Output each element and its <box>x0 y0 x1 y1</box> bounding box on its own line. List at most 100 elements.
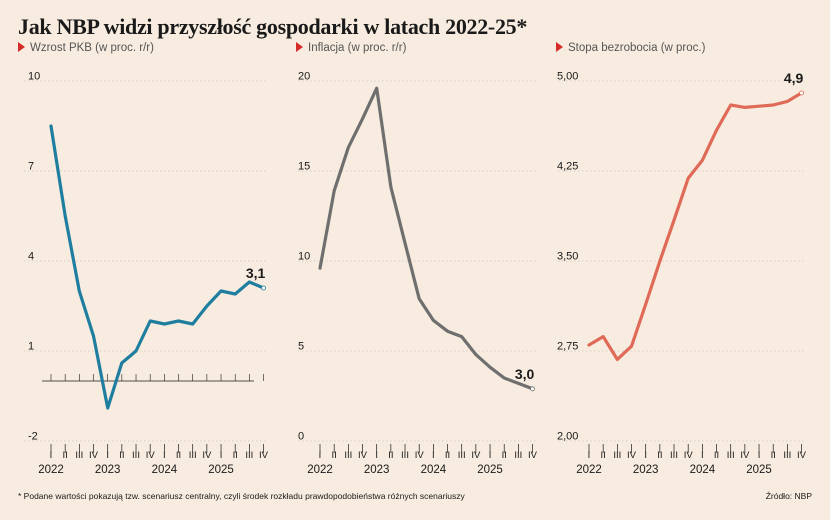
chart-1-quarter-label: I <box>220 450 223 461</box>
chart-2-quarter-label: I <box>375 450 378 461</box>
chart-1-data-point <box>120 361 124 365</box>
chart-1-data-point <box>234 292 237 296</box>
chart-3-data-point <box>630 345 633 348</box>
chart-1-quarter-label: IV <box>146 450 156 461</box>
chart-1-y-tick-label: 7 <box>28 161 34 173</box>
chart-2-data-point <box>474 353 478 356</box>
triangle-marker-icon <box>556 42 563 52</box>
chart-2-quarter-label: II <box>388 450 393 461</box>
chart-1-quarter-label: IV <box>259 450 269 461</box>
chart-2-title: Inflacja (w proc. r/r) <box>308 42 407 54</box>
chart-3-quarter-label: IV <box>627 450 637 461</box>
chart-1-y-tick-label: -2 <box>28 431 38 443</box>
chart-1-quarter-label: I <box>163 450 166 461</box>
chart-3-quarter-label: III <box>783 450 791 461</box>
chart-2-y-tick-label: 0 <box>298 431 304 443</box>
chart-3-data-point <box>601 335 605 338</box>
chart-3-data-point <box>757 105 761 108</box>
chart-3-quarter-label: I <box>588 450 591 461</box>
chart-1-title: Wzrost PKB (w proc. r/r) <box>30 42 154 54</box>
chart-2-quarter-label: IV <box>358 450 368 461</box>
chart-1-quarter-label: III <box>245 450 253 461</box>
chart-2-quarter-label: II <box>502 450 507 461</box>
triangle-marker-icon <box>18 42 25 52</box>
chart-1-series-line <box>49 124 266 410</box>
chart-3-data-point <box>644 303 647 306</box>
chart-1-quarter-label: III <box>75 450 83 461</box>
chart-3-quarter-label: II <box>771 450 776 461</box>
chart-1-data-point <box>177 319 180 323</box>
chart-1-data-point <box>92 334 95 338</box>
chart-2-quarter-label: III <box>458 450 466 461</box>
chart-2-data-point <box>403 241 407 245</box>
chart-3-data-point <box>701 159 704 162</box>
chart-1-quarter-label: I <box>106 450 109 461</box>
chart-1-quarter-label: III <box>132 450 140 461</box>
page-title: Jak NBP widzi przyszłość gospodarki w la… <box>18 14 528 39</box>
chart-1-end-marker <box>261 285 266 291</box>
chart-1-year-label: 2024 <box>152 464 178 476</box>
chart-2-quarter-label: I <box>489 450 492 461</box>
source-note: Źródło: NBP <box>765 491 812 501</box>
chart-1-quarter-label: I <box>50 450 53 461</box>
chart-3-y-tick-label: 4,25 <box>557 161 578 173</box>
chart-3-data-point <box>616 358 619 361</box>
chart-2-y-tick-label: 5 <box>298 341 304 353</box>
chart-3-y-tick-label: 2,75 <box>557 341 578 353</box>
chart-2-data-point <box>347 146 350 149</box>
chart-2-quarter-label: IV <box>471 450 481 461</box>
chart-1-y-tick-label: 10 <box>28 71 40 83</box>
chart-3-data-point <box>672 219 676 222</box>
chart-1-quarter-label: IV <box>202 450 212 461</box>
chart-1-data-point <box>163 322 166 326</box>
chart-2-data-point <box>446 330 449 333</box>
chart-1-y-tick-label: 4 <box>28 251 34 263</box>
chart-1-quarter-label: II <box>119 450 124 461</box>
chart-1-data-point <box>49 124 53 128</box>
chart-3-data-point <box>729 103 732 107</box>
chart-2-data-point <box>375 87 378 90</box>
chart-3-title: Stopa bezrobocia (w proc.) <box>568 42 706 54</box>
chart-1-year-label: 2022 <box>38 464 64 476</box>
chart-2-year-label: 2023 <box>364 464 390 476</box>
chart-2-data-point <box>389 186 393 189</box>
chart-3-subtitle: Stopa bezrobocia (w proc.) <box>556 42 705 54</box>
chart-3-data-point <box>587 343 591 347</box>
chart-3-quarter-label: II <box>714 450 719 461</box>
chart-1-data-point <box>205 304 209 308</box>
chart-1-y-tick-label: 1 <box>28 341 34 353</box>
chart-2-data-point <box>417 297 421 300</box>
chart-3-quarter-label: IV <box>740 450 750 461</box>
chart-1-quarter-label: II <box>176 450 181 461</box>
chart-3-y-tick-label: 5,00 <box>557 71 578 83</box>
chart-3-data-point <box>743 106 747 109</box>
chart-3-y-tick-label: 2,00 <box>557 431 578 443</box>
chart-2-subtitle: Inflacja (w proc. r/r) <box>296 42 406 54</box>
chart-3-year-label: 2024 <box>690 464 716 476</box>
chart-3-data-point <box>715 129 718 132</box>
chart-2-quarter-label: II <box>445 450 450 461</box>
chart-2-end-label: 3,0 <box>515 366 535 382</box>
chart-3-quarter-label: III <box>613 450 621 461</box>
chart-3-data-point <box>786 100 789 103</box>
chart-2-quarter-label: IV <box>415 450 425 461</box>
chart-2-year-label: 2025 <box>477 464 503 476</box>
chart-3-quarter-label: I <box>701 450 704 461</box>
chart-2-data-point <box>460 335 463 338</box>
chart-2-data-point <box>332 189 336 192</box>
footnote: * Podane wartości pokazują tzw. scenariu… <box>18 491 465 501</box>
chart-1-data-point <box>78 289 81 293</box>
chart-2-y-tick-label: 20 <box>298 71 310 83</box>
chart-2-quarter-label: I <box>432 450 435 461</box>
chart-1-subtitle: Wzrost PKB (w proc. r/r) <box>18 42 154 54</box>
chart-1-data-point <box>134 349 138 353</box>
chart-3-year-label: 2022 <box>576 464 602 476</box>
chart-2-data-point <box>361 117 364 121</box>
chart-2-end-marker <box>530 386 535 392</box>
chart-3-end-marker <box>799 90 804 96</box>
chart-1-data-point <box>106 406 109 410</box>
chart-2-data-point <box>488 366 492 369</box>
chart-3-year-label: 2023 <box>633 464 659 476</box>
chart-3-quarter-label: II <box>657 450 662 461</box>
